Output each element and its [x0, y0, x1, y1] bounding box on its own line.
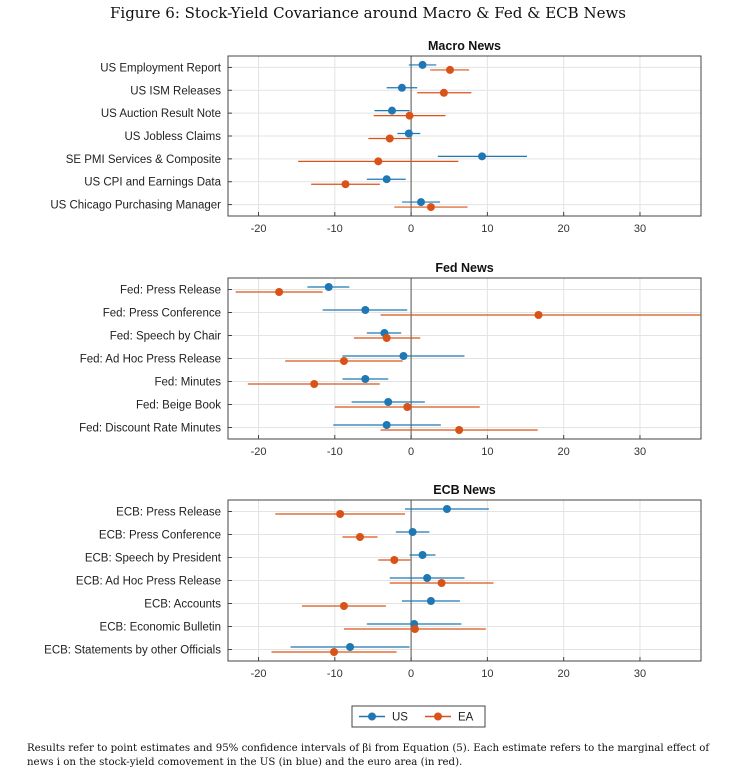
- estimate-point-us: [324, 283, 333, 291]
- estimate-point-ea: [390, 556, 399, 564]
- category-label: SE PMI Services & Composite: [66, 154, 221, 166]
- panel-2: -20 -10 0 10 20 30 Fed: Press Release Fed: Pres…: [79, 261, 702, 458]
- estimate-point-ea: [385, 134, 394, 143]
- figure-title: Figure 6: Stock-Yield Covariance around …: [110, 4, 626, 22]
- x-tick-label: 10: [481, 223, 493, 235]
- estimate-point-ea: [410, 625, 419, 633]
- category-label: ECB: Ad Hoc Press Release: [76, 576, 221, 588]
- legend: US EA: [351, 705, 486, 728]
- x-tick-label: 20: [558, 223, 570, 235]
- estimate-point-ea: [405, 111, 414, 120]
- category-label: Fed: Speech by Chair: [110, 331, 221, 343]
- estimate-point-us: [388, 106, 397, 115]
- x-tick-label: 10: [481, 446, 493, 458]
- x-tick-label: -20: [251, 668, 267, 680]
- x-tick-label: 30: [634, 223, 646, 235]
- estimate-point-ea: [339, 357, 348, 365]
- category-label: ECB: Press Conference: [99, 530, 221, 542]
- legend-marker-ea: [434, 712, 442, 721]
- category-label: ECB: Press Release: [116, 507, 221, 519]
- legend-label-us: US: [392, 712, 408, 724]
- panel-title: ECB News: [433, 483, 496, 497]
- estimate-point-us: [418, 60, 427, 69]
- estimate-point-ea: [439, 88, 448, 97]
- estimate-point-us: [404, 129, 413, 138]
- estimate-point-us: [361, 375, 370, 383]
- x-tick-label: 20: [558, 446, 570, 458]
- x-tick-label: -20: [251, 446, 267, 458]
- x-tick-label: 10: [481, 668, 493, 680]
- estimate-point-us: [423, 574, 432, 582]
- estimate-point-ea: [426, 203, 435, 212]
- estimate-point-us: [426, 597, 435, 605]
- legend-marker-us: [368, 712, 376, 721]
- estimate-point-ea: [275, 288, 284, 296]
- category-label: US Chicago Purchasing Manager: [50, 200, 221, 212]
- estimate-point-us: [399, 352, 408, 360]
- x-tick-label: 30: [634, 446, 646, 458]
- estimate-point-ea: [455, 426, 464, 434]
- estimate-point-ea: [330, 648, 339, 656]
- category-label: Fed: Press Release: [120, 285, 221, 297]
- figure-caption: Results refer to point estimates and 95%…: [27, 743, 710, 768]
- category-label: Fed: Minutes: [155, 377, 222, 389]
- estimate-point-ea: [534, 311, 543, 319]
- estimate-point-ea: [341, 180, 350, 189]
- panel-1: -20 -10 0 10 20 30 US Employment Report US ISM …: [50, 39, 702, 235]
- estimate-point-us: [418, 551, 427, 559]
- estimate-point-us: [346, 643, 355, 651]
- estimate-point-us: [397, 83, 406, 92]
- estimate-point-ea: [403, 403, 412, 411]
- category-label: Fed: Press Conference: [103, 308, 221, 320]
- category-label: US Auction Result Note: [101, 108, 221, 120]
- category-label: Fed: Ad Hoc Press Release: [80, 354, 221, 366]
- estimate-point-ea: [437, 579, 446, 587]
- estimate-point-us: [417, 198, 426, 207]
- estimate-point-us: [384, 398, 393, 406]
- estimate-point-ea: [382, 334, 391, 342]
- x-tick-label: 0: [408, 223, 414, 235]
- x-tick-label: -10: [327, 668, 343, 680]
- estimate-point-ea: [355, 533, 364, 541]
- x-tick-label: -10: [327, 223, 343, 235]
- category-label: US CPI and Earnings Data: [84, 177, 221, 189]
- category-label: ECB: Economic Bulletin: [100, 622, 221, 634]
- estimate-point-ea: [339, 602, 348, 610]
- panel-3: -20 -10 0 10 20 30 ECB: Press Release ECB: Pres…: [44, 483, 702, 680]
- x-tick-label: -10: [327, 446, 343, 458]
- figure-canvas: -20 -10 0 10 20 30 US Employment Report US ISM …: [44, 39, 702, 728]
- category-label: US Employment Report: [100, 62, 222, 74]
- estimate-point-us: [382, 175, 391, 184]
- panel-title: Macro News: [428, 39, 501, 53]
- category-label: US ISM Releases: [130, 85, 221, 97]
- category-label: ECB: Statements by other Officials: [44, 645, 221, 657]
- category-label: ECB: Accounts: [144, 599, 221, 611]
- category-label: ECB: Speech by President: [85, 553, 222, 565]
- estimate-point-us: [478, 152, 487, 161]
- estimate-point-us: [442, 505, 451, 513]
- x-tick-label: 20: [558, 668, 570, 680]
- estimate-point-ea: [310, 380, 319, 388]
- estimate-point-us: [408, 528, 417, 536]
- legend-box: [351, 705, 486, 728]
- estimate-point-us: [382, 421, 391, 429]
- category-label: US Jobless Claims: [125, 131, 222, 143]
- legend-label-ea: EA: [458, 712, 474, 724]
- estimate-point-ea: [336, 510, 345, 518]
- category-label: Fed: Beige Book: [136, 400, 221, 412]
- x-tick-label: 0: [408, 668, 414, 680]
- x-tick-label: -20: [251, 223, 267, 235]
- estimate-point-ea: [374, 157, 383, 166]
- x-tick-label: 0: [408, 446, 414, 458]
- panel-title: Fed News: [435, 261, 493, 275]
- category-label: Fed: Discount Rate Minutes: [79, 423, 221, 435]
- estimate-point-ea: [446, 65, 455, 74]
- estimate-point-us: [361, 306, 370, 314]
- x-tick-label: 30: [634, 668, 646, 680]
